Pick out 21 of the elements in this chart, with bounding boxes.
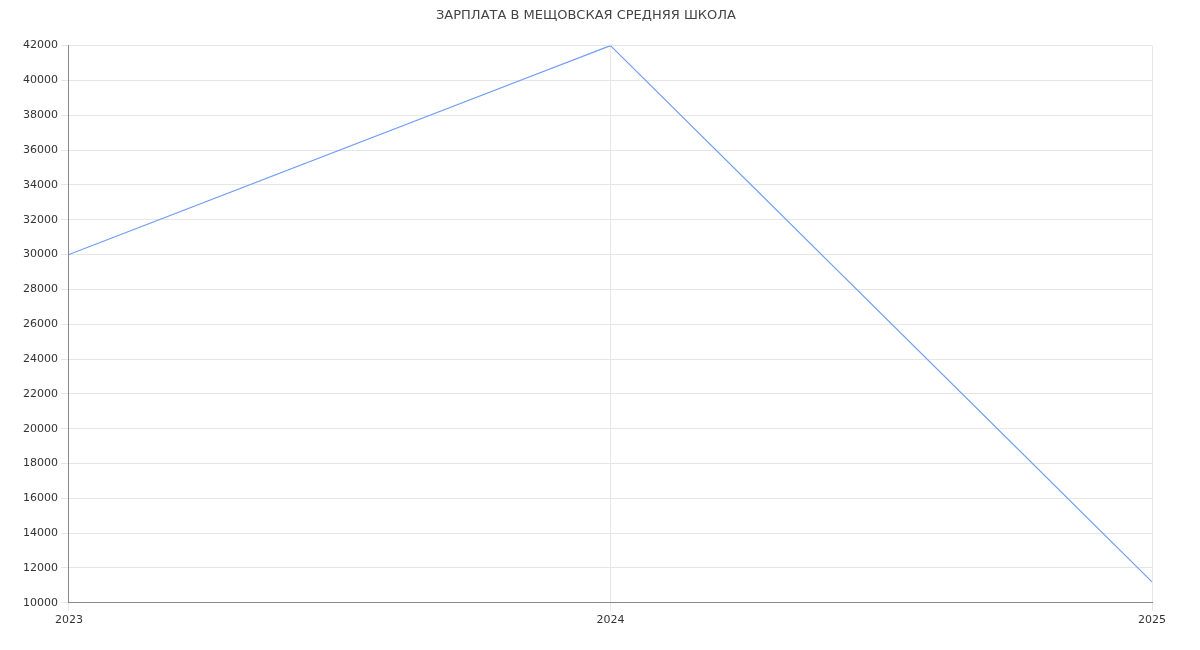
- y-tick-label: 20000: [22, 421, 58, 435]
- x-tick-label: 2023: [54, 613, 83, 627]
- y-tick-label: 34000: [22, 177, 58, 191]
- y-tick-label: 38000: [22, 108, 58, 122]
- y-tick-label: 10000: [22, 595, 58, 609]
- y-tick-label: 32000: [22, 212, 58, 226]
- y-tick-label: 14000: [22, 526, 58, 540]
- y-tick-label: 36000: [22, 142, 58, 156]
- y-tick-label: 16000: [22, 491, 58, 505]
- y-tick-label: 24000: [22, 351, 58, 365]
- y-tick-label: 42000: [22, 38, 58, 52]
- x-tick-label: 2024: [596, 613, 625, 627]
- y-tick-label: 18000: [22, 456, 58, 470]
- x-tick-label: 2025: [1138, 613, 1166, 627]
- chart-title: ЗАРПЛАТА В МЕЩОВСКАЯ СРЕДНЯЯ ШКОЛА: [436, 7, 737, 23]
- y-tick-label: 30000: [22, 247, 58, 261]
- y-tick-label: 12000: [22, 560, 58, 574]
- y-tick-label: 22000: [22, 386, 58, 400]
- y-tick-label: 28000: [22, 282, 58, 296]
- y-tick-label: 26000: [22, 317, 58, 331]
- y-tick-label: 40000: [22, 73, 58, 87]
